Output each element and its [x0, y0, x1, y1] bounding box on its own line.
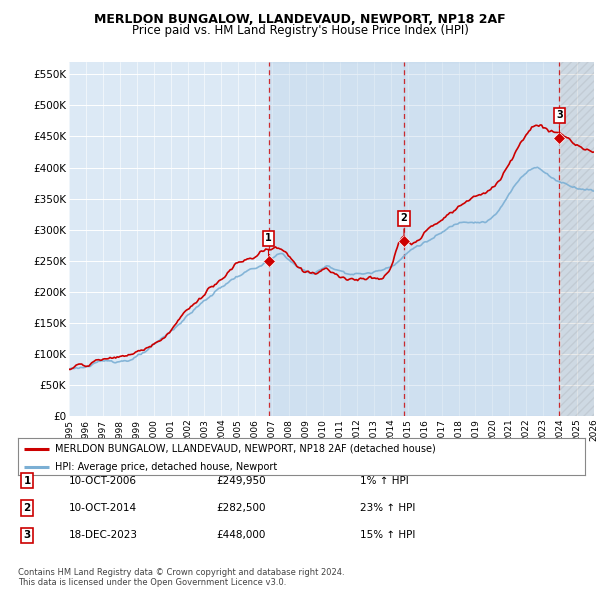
- Bar: [559, 62, 594, 416]
- Text: 2: 2: [23, 503, 31, 513]
- Text: 3: 3: [23, 530, 31, 540]
- Text: HPI: Average price, detached house, Newport: HPI: Average price, detached house, Newp…: [55, 462, 277, 472]
- Text: Contains HM Land Registry data © Crown copyright and database right 2024.
This d: Contains HM Land Registry data © Crown c…: [18, 568, 344, 587]
- Text: 15% ↑ HPI: 15% ↑ HPI: [360, 530, 415, 540]
- Text: 3: 3: [556, 110, 563, 133]
- Text: 1% ↑ HPI: 1% ↑ HPI: [360, 476, 409, 486]
- Text: 23% ↑ HPI: 23% ↑ HPI: [360, 503, 415, 513]
- Text: £282,500: £282,500: [216, 503, 265, 513]
- Text: MERLDON BUNGALOW, LLANDEVAUD, NEWPORT, NP18 2AF (detached house): MERLDON BUNGALOW, LLANDEVAUD, NEWPORT, N…: [55, 444, 436, 454]
- Text: 1: 1: [265, 233, 272, 256]
- Text: 10-OCT-2014: 10-OCT-2014: [69, 503, 137, 513]
- Bar: [269, 62, 404, 416]
- Text: Price paid vs. HM Land Registry's House Price Index (HPI): Price paid vs. HM Land Registry's House …: [131, 24, 469, 37]
- Text: £249,950: £249,950: [216, 476, 266, 486]
- Text: £448,000: £448,000: [216, 530, 265, 540]
- Text: 10-OCT-2006: 10-OCT-2006: [69, 476, 137, 486]
- Text: 2: 2: [401, 213, 407, 236]
- Bar: [404, 62, 559, 416]
- Text: MERLDON BUNGALOW, LLANDEVAUD, NEWPORT, NP18 2AF: MERLDON BUNGALOW, LLANDEVAUD, NEWPORT, N…: [94, 13, 506, 26]
- Text: 1: 1: [23, 476, 31, 486]
- Text: 18-DEC-2023: 18-DEC-2023: [69, 530, 138, 540]
